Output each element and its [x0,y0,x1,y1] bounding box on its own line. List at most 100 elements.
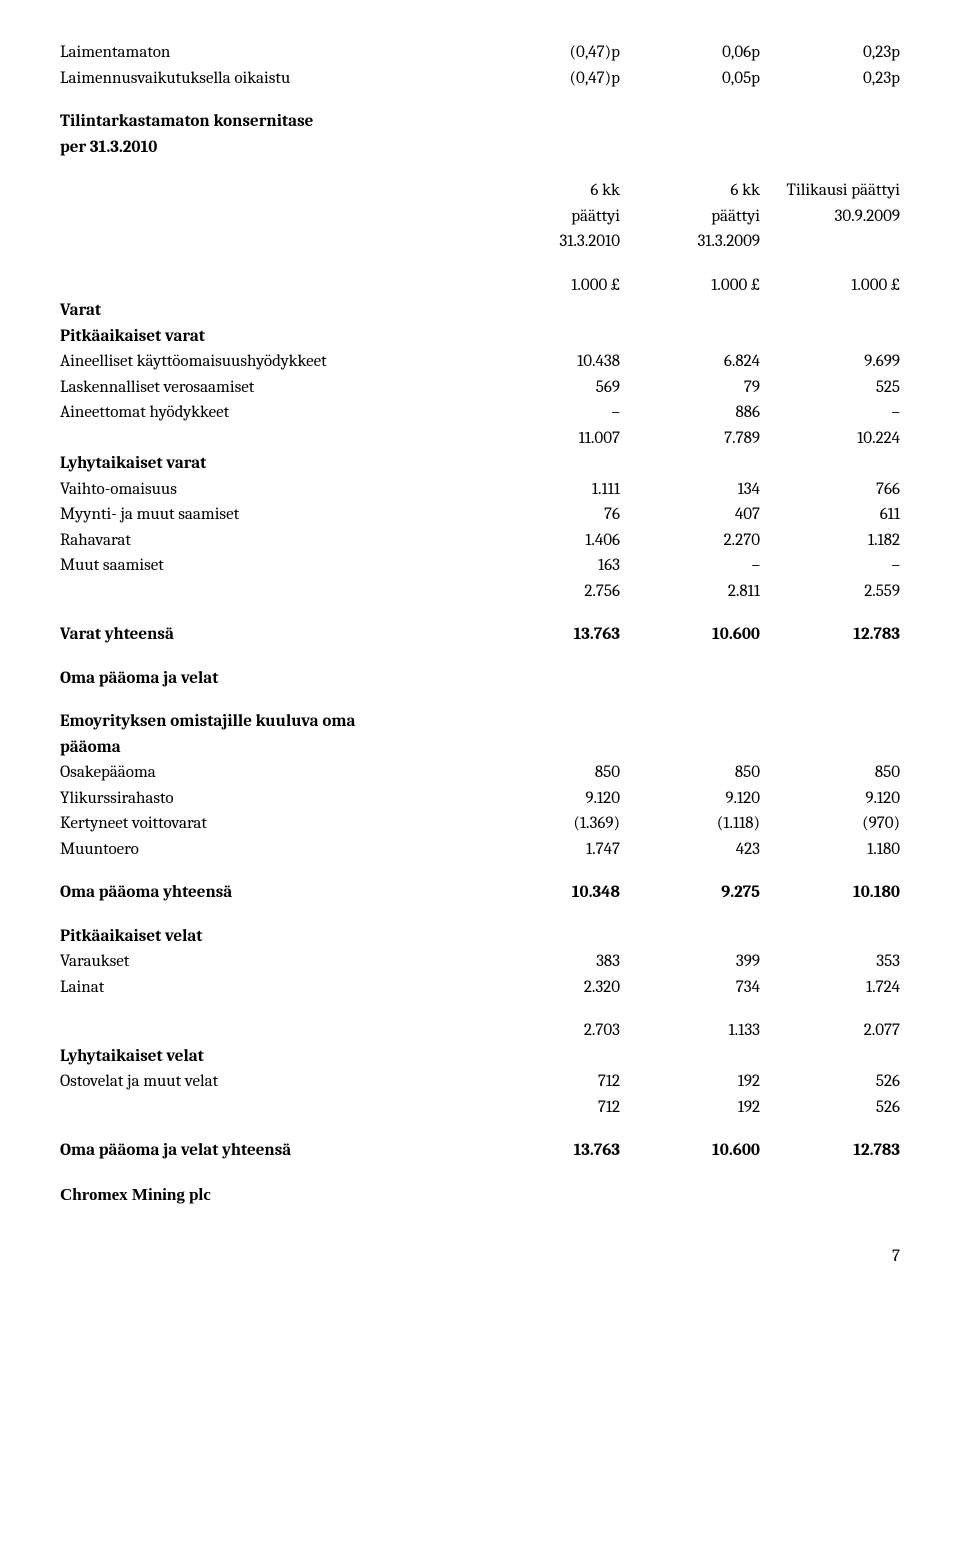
total-row: Oma pääoma ja velat yhteensä 13.763 10.6… [60,1138,900,1164]
unit-cell: 1.000 £ [620,273,760,299]
row-label: Laimentamaton [60,40,480,66]
cell: 13.763 [480,1138,620,1164]
page-number: 7 [60,1247,900,1266]
table-row: Rahavarat 1.406 2.270 1.182 [60,528,900,554]
table-row: Kertyneet voittovarat (1.369) (1.118) (9… [60,811,900,837]
cell: 353 [760,949,900,975]
cell: 0,23p [760,66,900,92]
cell: 9.120 [620,786,760,812]
table-row: Laskennalliset verosaamiset 569 79 525 [60,375,900,401]
unit-cell: 1.000 £ [480,273,620,299]
cell: 9.120 [480,786,620,812]
cell: 192 [620,1095,760,1121]
cell: – [620,553,760,579]
cell: 850 [620,760,760,786]
group-heading: Varat [60,298,900,324]
cell: 10.224 [760,426,900,452]
cell: 2.077 [760,1018,900,1044]
row-label: Muuntoero [60,837,480,863]
cell: 9.699 [760,349,900,375]
cell: 1.133 [620,1018,760,1044]
row-label: Oma pääoma yhteensä [60,880,480,906]
cell: – [760,553,900,579]
cell: 525 [760,375,900,401]
header-cell [760,229,900,255]
group-heading: Lyhytaikaiset velat [60,1044,900,1070]
cell: 1.406 [480,528,620,554]
cell: 9.120 [760,786,900,812]
row-label: Laimennusvaikutuksella oikaistu [60,66,480,92]
row-label: Lainat [60,975,480,1001]
group-heading: Oma pääoma ja velat [60,666,900,692]
header-row: päättyi päättyi 30.9.2009 [60,204,900,230]
cell: 76 [480,502,620,528]
cell: 10.600 [620,622,760,648]
cell: 712 [480,1069,620,1095]
section-heading: Tilintarkastamaton konsernitase [60,109,900,135]
cell: 1.724 [760,975,900,1001]
table-row: Osakepääoma 850 850 850 [60,760,900,786]
section-subheading: per 31.3.2010 [60,135,900,161]
header-cell: 6 kk [620,178,760,204]
row-label: Osakepääoma [60,760,480,786]
cell: (970) [760,811,900,837]
table-row: Varaukset 383 399 353 [60,949,900,975]
table-row: Laimentamaton (0,47)p 0,06p 0,23p [60,40,900,66]
header-cell: päättyi [480,204,620,230]
cell: (0,47)p [480,66,620,92]
row-label: Varat yhteensä [60,622,480,648]
cell: 526 [760,1069,900,1095]
row-label: Oma pääoma ja velat yhteensä [60,1138,480,1164]
row-label: Rahavarat [60,528,480,554]
row-label: Muut saamiset [60,553,480,579]
cell: 611 [760,502,900,528]
table-row: Myynti- ja muut saamiset 76 407 611 [60,502,900,528]
total-row: Varat yhteensä 13.763 10.600 12.783 [60,622,900,648]
cell: 569 [480,375,620,401]
cell: 407 [620,502,760,528]
cell: 192 [620,1069,760,1095]
cell: 850 [480,760,620,786]
group-heading: pääoma [60,735,900,761]
cell: 1.111 [480,477,620,503]
row-label: Aineelliset käyttöomaisuushyödykkeet [60,349,480,375]
table-row: Aineelliset käyttöomaisuushyödykkeet 10.… [60,349,900,375]
cell: 10.180 [760,880,900,906]
table-row: Vaihto-omaisuus 1.111 134 766 [60,477,900,503]
header-cell: 31.3.2010 [480,229,620,255]
cell: 399 [620,949,760,975]
cell: – [760,400,900,426]
group-heading: Lyhytaikaiset varat [60,451,900,477]
cell: 10.600 [620,1138,760,1164]
cell: (1.369) [480,811,620,837]
row-label: Laskennalliset verosaamiset [60,375,480,401]
cell: 9.275 [620,880,760,906]
table-row: Muut saamiset 163 – – [60,553,900,579]
table-row: Muuntoero 1.747 423 1.180 [60,837,900,863]
table-row: Lainat 2.320 734 1.724 [60,975,900,1001]
header-cell: 6 kk [480,178,620,204]
cell: 12.783 [760,622,900,648]
table-row: 11.007 7.789 10.224 [60,426,900,452]
cell: 6.824 [620,349,760,375]
cell: – [480,400,620,426]
row-label: Ylikurssirahasto [60,786,480,812]
row-label: Myynti- ja muut saamiset [60,502,480,528]
cell: 766 [760,477,900,503]
cell: 12.783 [760,1138,900,1164]
group-heading: Pitkäaikaiset varat [60,324,900,350]
cell: 423 [620,837,760,863]
cell: 13.763 [480,622,620,648]
cell: 0,05p [620,66,760,92]
company-name: Chromex Mining plc [60,1182,900,1208]
unit-cell: 1.000 £ [760,273,900,299]
units-row: 1.000 £ 1.000 £ 1.000 £ [60,273,900,299]
table-row: Laimennusvaikutuksella oikaistu (0,47)p … [60,66,900,92]
cell: 0,23p [760,40,900,66]
cell: 2.320 [480,975,620,1001]
group-heading: Pitkäaikaiset velat [60,924,900,950]
cell: 1.180 [760,837,900,863]
header-cell: Tilikausi päättyi [760,178,900,204]
cell: 2.811 [620,579,760,605]
cell: 2.756 [480,579,620,605]
